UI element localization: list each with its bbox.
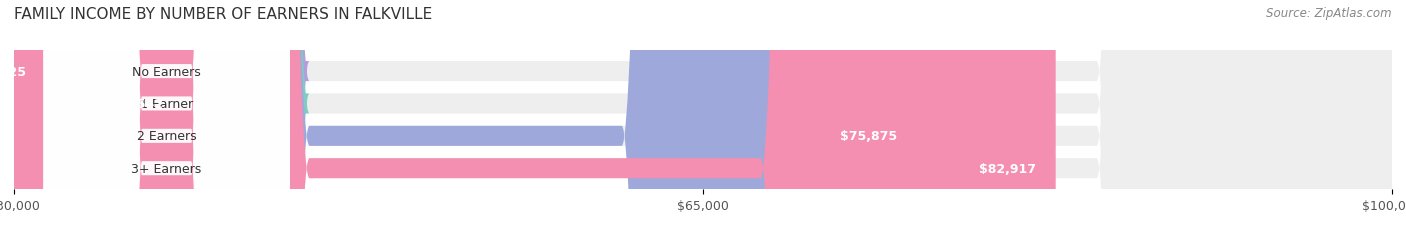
Text: $31,625: $31,625 [0,65,27,78]
FancyBboxPatch shape [44,0,290,231]
FancyBboxPatch shape [0,0,309,231]
FancyBboxPatch shape [14,0,1056,231]
Text: $82,917: $82,917 [979,162,1036,175]
FancyBboxPatch shape [14,0,1392,231]
FancyBboxPatch shape [0,0,309,231]
FancyBboxPatch shape [44,0,290,231]
Text: FAMILY INCOME BY NUMBER OF EARNERS IN FALKVILLE: FAMILY INCOME BY NUMBER OF EARNERS IN FA… [14,7,432,22]
Text: 3+ Earners: 3+ Earners [132,162,201,175]
Text: $38,542: $38,542 [105,97,163,110]
Text: $75,875: $75,875 [841,130,897,143]
FancyBboxPatch shape [14,0,917,231]
Text: No Earners: No Earners [132,65,201,78]
FancyBboxPatch shape [14,0,1392,231]
Text: 1 Earner: 1 Earner [141,97,193,110]
Text: 2 Earners: 2 Earners [136,130,197,143]
Text: Source: ZipAtlas.com: Source: ZipAtlas.com [1267,7,1392,20]
FancyBboxPatch shape [44,0,290,231]
FancyBboxPatch shape [14,0,1392,231]
FancyBboxPatch shape [14,0,1392,231]
FancyBboxPatch shape [44,0,290,231]
